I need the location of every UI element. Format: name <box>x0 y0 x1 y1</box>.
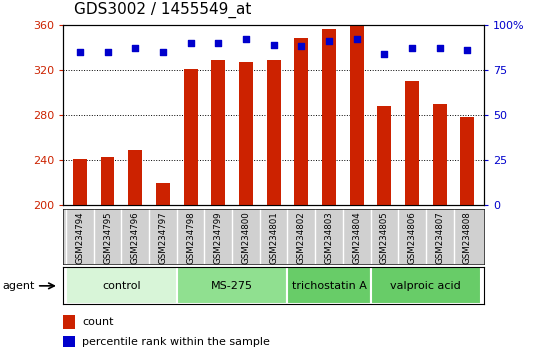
Text: valproic acid: valproic acid <box>390 281 461 291</box>
Bar <box>184 69 197 205</box>
Text: GSM234803: GSM234803 <box>324 212 333 264</box>
Bar <box>294 38 308 205</box>
Point <box>75 49 84 55</box>
Text: GSM234796: GSM234796 <box>131 212 140 264</box>
Point <box>241 36 250 42</box>
Text: GSM234799: GSM234799 <box>214 212 223 264</box>
Bar <box>288 267 371 304</box>
Bar <box>433 104 447 205</box>
Bar <box>128 150 142 205</box>
Text: GSM234801: GSM234801 <box>269 212 278 264</box>
Text: GSM234795: GSM234795 <box>103 212 112 264</box>
Text: count: count <box>82 318 114 327</box>
Bar <box>267 60 280 205</box>
Point <box>131 45 140 51</box>
Bar <box>460 117 474 205</box>
Bar <box>101 157 114 205</box>
Bar <box>66 267 177 304</box>
Text: GSM234797: GSM234797 <box>158 212 167 264</box>
Point <box>297 44 306 49</box>
Bar <box>239 62 253 205</box>
Bar <box>177 267 288 304</box>
Text: GDS3002 / 1455549_at: GDS3002 / 1455549_at <box>74 1 252 18</box>
Text: GSM234800: GSM234800 <box>241 212 250 264</box>
Point <box>463 47 472 53</box>
Text: GSM234807: GSM234807 <box>435 212 444 264</box>
Bar <box>377 106 391 205</box>
Text: percentile rank within the sample: percentile rank within the sample <box>82 337 270 347</box>
Point <box>408 45 416 51</box>
Point <box>435 45 444 51</box>
Bar <box>73 159 87 205</box>
Point <box>214 40 223 46</box>
Bar <box>211 60 225 205</box>
Bar <box>63 336 75 347</box>
Text: trichostatin A: trichostatin A <box>292 281 366 291</box>
Text: control: control <box>102 281 141 291</box>
Bar <box>405 81 419 205</box>
Bar <box>371 267 481 304</box>
Bar <box>156 183 170 205</box>
Text: GSM234802: GSM234802 <box>297 212 306 264</box>
Bar <box>63 315 75 329</box>
Text: GSM234806: GSM234806 <box>408 212 416 264</box>
Point <box>324 38 333 44</box>
Text: MS-275: MS-275 <box>211 281 253 291</box>
Point <box>352 36 361 42</box>
Bar <box>322 29 336 205</box>
Text: GSM234804: GSM234804 <box>352 212 361 264</box>
Text: agent: agent <box>3 281 35 291</box>
Text: GSM234798: GSM234798 <box>186 212 195 264</box>
Text: GSM234794: GSM234794 <box>75 212 84 264</box>
Point <box>103 49 112 55</box>
Text: GSM234808: GSM234808 <box>463 212 472 264</box>
Text: GSM234805: GSM234805 <box>380 212 389 264</box>
Point <box>270 42 278 47</box>
Point <box>158 49 167 55</box>
Point <box>380 51 389 57</box>
Bar <box>350 25 364 205</box>
Point <box>186 40 195 46</box>
